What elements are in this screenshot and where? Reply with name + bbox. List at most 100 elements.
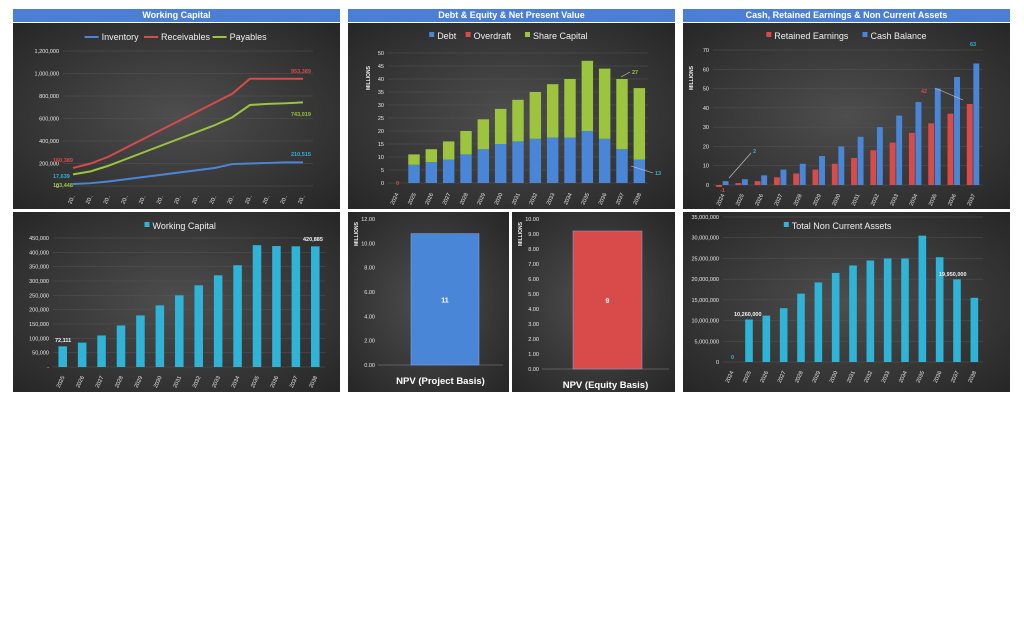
de-legend-swatch: [429, 32, 435, 37]
wc-bars-x-tick: 2037: [289, 375, 300, 389]
bar-share-capital: [477, 119, 490, 150]
wc-lines-x-tick: 20..: [103, 194, 113, 205]
bar-cash-balance: [780, 169, 787, 185]
de-legend-swatch: [525, 32, 530, 37]
de-x-tick: 2030: [494, 192, 505, 206]
data-label: 0: [396, 181, 399, 187]
npv-project-y-tick: 2.00: [364, 339, 375, 345]
data-label: 953,389: [291, 69, 311, 75]
bar-share-capital: [546, 84, 559, 138]
npv-equity-y-tick: 5.00: [528, 292, 539, 298]
bar-working-capital: [213, 275, 223, 367]
nca-y-tick: 10,000,000: [691, 319, 719, 325]
nca-x-tick: 2027: [777, 370, 788, 384]
chart-svg: - 50,000 100,000 150,000 200,000 250,000 300,0…: [29, 221, 325, 389]
nca-x-tick: 2032: [864, 370, 875, 384]
bar-retained-earnings: [716, 185, 722, 187]
bar-working-capital: [175, 295, 184, 367]
wc-bars-y-tick: -: [47, 365, 49, 371]
de-y-tick: 50: [378, 51, 384, 57]
wc-lines-y-tick: 0: [56, 184, 59, 190]
bar-working-capital: [97, 335, 106, 367]
data-label: 160,389: [53, 158, 73, 164]
nca-x-tick: 2034: [898, 370, 909, 384]
wc-bars-y-tick: 200,000: [29, 308, 49, 314]
de-x-tick: 2037: [615, 192, 626, 206]
chart-svg: 0 5,000,000 10,000,000 15,000,000 20,000,000…: [691, 215, 983, 384]
npv-project-y-tick: 0.00: [364, 363, 375, 369]
bar-cash-balance: [838, 146, 845, 185]
wc-lines-x-tick: 20..: [138, 194, 148, 205]
cash-legend-label: Retained Earnings: [774, 31, 849, 41]
de-y-tick: 0: [381, 181, 384, 187]
bar-share-capital: [581, 60, 594, 131]
de-x-tick: 2026: [425, 192, 436, 206]
bar-non-current-assets: [866, 260, 875, 362]
nca-x-tick: 2030: [829, 370, 840, 384]
nca-y-tick: 25,000,000: [691, 256, 719, 262]
wc-lines-x-tick: 20..: [67, 194, 77, 205]
bar-retained-earnings: [947, 113, 954, 185]
cash-x-tick: 2026: [754, 193, 765, 207]
cash-x-tick: 2037: [967, 193, 978, 207]
bar-working-capital: [58, 346, 67, 367]
data-label: 72,111: [55, 338, 71, 344]
de-x-tick: 2029: [477, 192, 488, 206]
cash-x-tick: 2025: [735, 193, 746, 207]
bar-share-capital: [425, 149, 438, 163]
de-y-tick: 10: [378, 155, 384, 161]
cash-x-tick: 2024: [716, 193, 727, 207]
wc-lines-x-tick: 20..: [297, 194, 307, 205]
data-label: 10,260,000: [734, 312, 762, 318]
de-y-tick: 30: [378, 103, 384, 109]
wc-lines-y-tick: 600,000: [39, 117, 59, 123]
bar-non-current-assets: [745, 319, 753, 362]
cash-x-tick: 2033: [889, 193, 900, 207]
de-legend-label: Share Capital: [533, 31, 588, 41]
chart-svg: 0 200,000 400,000 600,000 800,000 1,000,000 1,…: [35, 32, 313, 205]
chart-debt-equity: 0 5 10 15 20 25 30 35 40 45 50 MILLIONS 2024 2025 2026…: [348, 23, 675, 209]
npv-project-y-tick: 12.00: [361, 217, 375, 223]
chart-svg: 0.00 1.00 2.00 3.00 4.00 5.00 6.00 7.00 8.00 9.00…: [518, 217, 669, 391]
bar-share-capital: [616, 79, 628, 150]
wc-bars-y-tick: 300,000: [29, 279, 49, 285]
wc-bars-y-tick: 150,000: [29, 322, 49, 328]
npv-equity-category-label: NPV (Equity Basis): [563, 380, 649, 391]
npv-project-unit-label: MILLIONS: [354, 221, 360, 246]
wc-lines-y-tick: 400,000: [39, 139, 59, 145]
bar-working-capital: [194, 285, 203, 367]
chart-npv-project: 0.00 2.00 4.00 6.00 8.00 10.00 12.00 MILLIONS 11…: [348, 212, 509, 392]
bar-non-current-assets: [970, 297, 979, 362]
de-x-tick: 2025: [407, 192, 418, 206]
nca-legend-label: Total Non Current Assets: [792, 221, 892, 231]
bar-working-capital: [136, 315, 145, 367]
nca-x-tick: 2038: [968, 370, 979, 384]
bar-retained-earnings: [908, 132, 915, 185]
de-legend-swatch: [465, 32, 471, 37]
de-y-tick: 45: [378, 64, 384, 70]
wc-bars-x-tick: 2038: [308, 375, 319, 389]
cash-x-tick: 2029: [812, 193, 823, 207]
wc-lines-x-tick: 20..: [191, 194, 201, 205]
bar-retained-earnings: [851, 158, 857, 185]
npv-equity-y-tick: 6.00: [528, 277, 539, 283]
nca-x-tick: 2033: [881, 370, 892, 384]
npv-equity-y-tick: 4.00: [528, 307, 539, 313]
bar-cash-balance: [761, 175, 768, 185]
de-unit-label: MILLIONS: [366, 65, 372, 90]
npv-equity-unit-label: MILLIONS: [518, 221, 524, 246]
header-debt-equity: Debt & Equity & Net Present Value: [348, 9, 675, 22]
bar-non-current-assets: [797, 293, 805, 362]
bar-cash-balance: [896, 115, 903, 185]
de-x-tick: 2038: [633, 192, 644, 206]
wc-bars-x-tick: 2025: [56, 375, 67, 389]
npv-equity-bar: [572, 230, 643, 370]
data-label: 743,019: [291, 112, 311, 118]
cash-x-tick: 2031: [851, 193, 862, 207]
npv-equity-value-label: 9: [606, 298, 610, 305]
bar-non-current-assets: [935, 257, 944, 362]
npv-equity-y-tick: 7.00: [528, 262, 539, 268]
de-x-tick: 2027: [442, 192, 453, 206]
bar-retained-earnings: [966, 104, 973, 185]
de-y-tick: 20: [378, 129, 384, 135]
